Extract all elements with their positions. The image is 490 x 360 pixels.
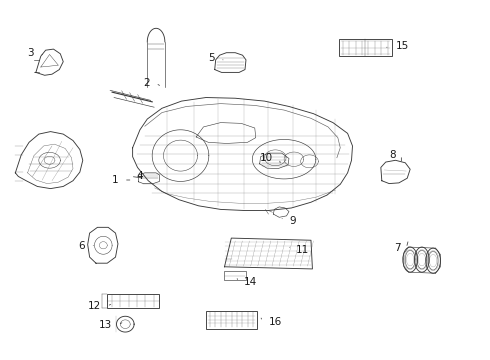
Bar	[224, 271, 246, 280]
Text: 2: 2	[143, 78, 150, 88]
Bar	[339, 39, 392, 56]
Text: 13: 13	[99, 320, 112, 330]
Text: 3: 3	[27, 48, 34, 58]
Text: 8: 8	[389, 150, 395, 160]
Text: 1: 1	[111, 175, 118, 185]
Text: 7: 7	[394, 243, 400, 253]
Bar	[107, 294, 159, 309]
Text: 5: 5	[208, 53, 215, 63]
Bar	[206, 311, 257, 329]
Text: 4: 4	[137, 171, 143, 181]
Text: 11: 11	[296, 245, 310, 255]
Text: 6: 6	[78, 241, 85, 251]
Text: 15: 15	[395, 41, 409, 51]
Text: 10: 10	[260, 153, 273, 163]
Text: 14: 14	[244, 277, 257, 287]
Text: 12: 12	[88, 301, 101, 311]
Text: 16: 16	[269, 317, 282, 327]
Text: 9: 9	[289, 216, 295, 226]
